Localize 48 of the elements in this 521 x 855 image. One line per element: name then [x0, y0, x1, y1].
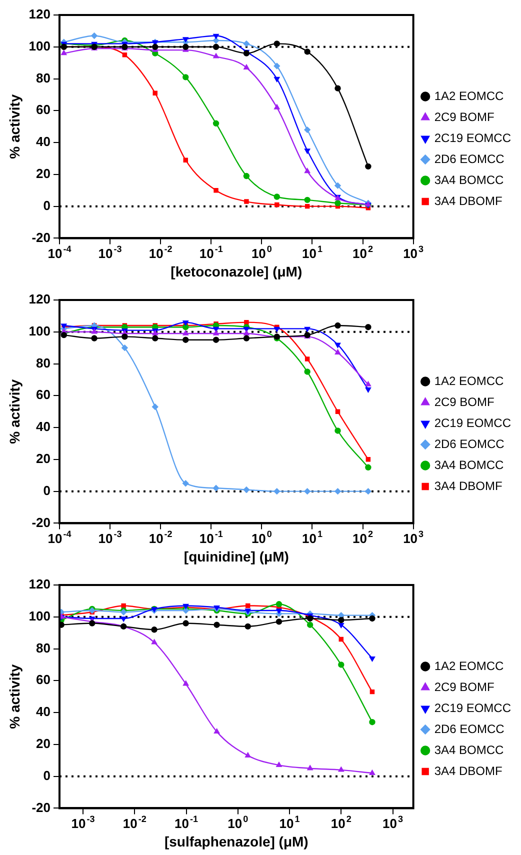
y-tick-label: 20: [36, 736, 50, 752]
x-axis-title: [ketoconazole] (μM): [170, 263, 302, 280]
y-tick-label: 0: [43, 198, 50, 213]
y-tick-label: 20: [36, 451, 50, 466]
x-axis-title: [quinidine] (μM): [184, 548, 289, 564]
y-tick-label: 0: [43, 482, 50, 498]
legend-label: 3A4 DBOMF: [434, 194, 502, 208]
legend-label: 2D6 EOMCC: [434, 722, 505, 736]
y-axis-title: % activity: [6, 94, 22, 159]
legend-label: 3A4 DBOMF: [434, 478, 502, 493]
y-axis-title: % activity: [6, 379, 22, 444]
y-tick-label: 0: [43, 768, 50, 783]
legend-label: 1A2 EOMCC: [434, 658, 504, 673]
legend-label: 3A4 BOMCC: [434, 172, 504, 187]
y-tick-label: 100: [28, 323, 50, 338]
legend-label: 2C9 BOMF: [434, 110, 494, 124]
y-tick-label: 60: [36, 672, 50, 688]
legend-label: 1A2 EOMCC: [434, 88, 504, 103]
legend-label: 2C9 BOMF: [434, 394, 494, 409]
y-tick-label: 40: [36, 134, 50, 150]
x-axis-title: [sulfaphenazole] (μM): [164, 833, 308, 850]
y-tick-label: 60: [36, 102, 50, 118]
legend-label: 2C19 EOMCC: [434, 700, 512, 715]
y-tick-label: 100: [28, 608, 50, 624]
y-tick-label: 60: [36, 387, 50, 402]
y-tick-label: -20: [32, 514, 50, 530]
y-tick-label: 80: [36, 355, 50, 370]
y-axis-title: % activity: [6, 664, 22, 729]
legend-label: 2C19 EOMCC: [434, 130, 512, 145]
y-tick-label: 120: [28, 292, 50, 307]
y-tick-label: 80: [36, 70, 50, 86]
y-tick-label: -20: [32, 800, 50, 815]
legend-label: 2D6 EOMCC: [434, 436, 505, 451]
legend-label: 3A4 BOMCC: [434, 742, 504, 757]
y-tick-label: 80: [36, 640, 50, 656]
y-tick-label: 100: [28, 38, 50, 54]
legend-label: 1A2 EOMCC: [434, 374, 504, 388]
y-tick-label: 40: [36, 704, 50, 720]
y-tick-label: 40: [36, 419, 50, 434]
legend-label: 2C9 BOMF: [434, 680, 494, 694]
legend-label: 2C19 EOMCC: [434, 416, 512, 430]
y-tick-label: 120: [28, 576, 50, 592]
legend-label: 2D6 EOMCC: [434, 152, 505, 166]
legend-label: 3A4 BOMCC: [434, 458, 504, 472]
legend-label: 3A4 DBOMF: [434, 764, 502, 778]
y-tick-label: -20: [32, 230, 50, 245]
y-tick-label: 120: [28, 6, 50, 22]
y-tick-label: 20: [36, 166, 50, 182]
